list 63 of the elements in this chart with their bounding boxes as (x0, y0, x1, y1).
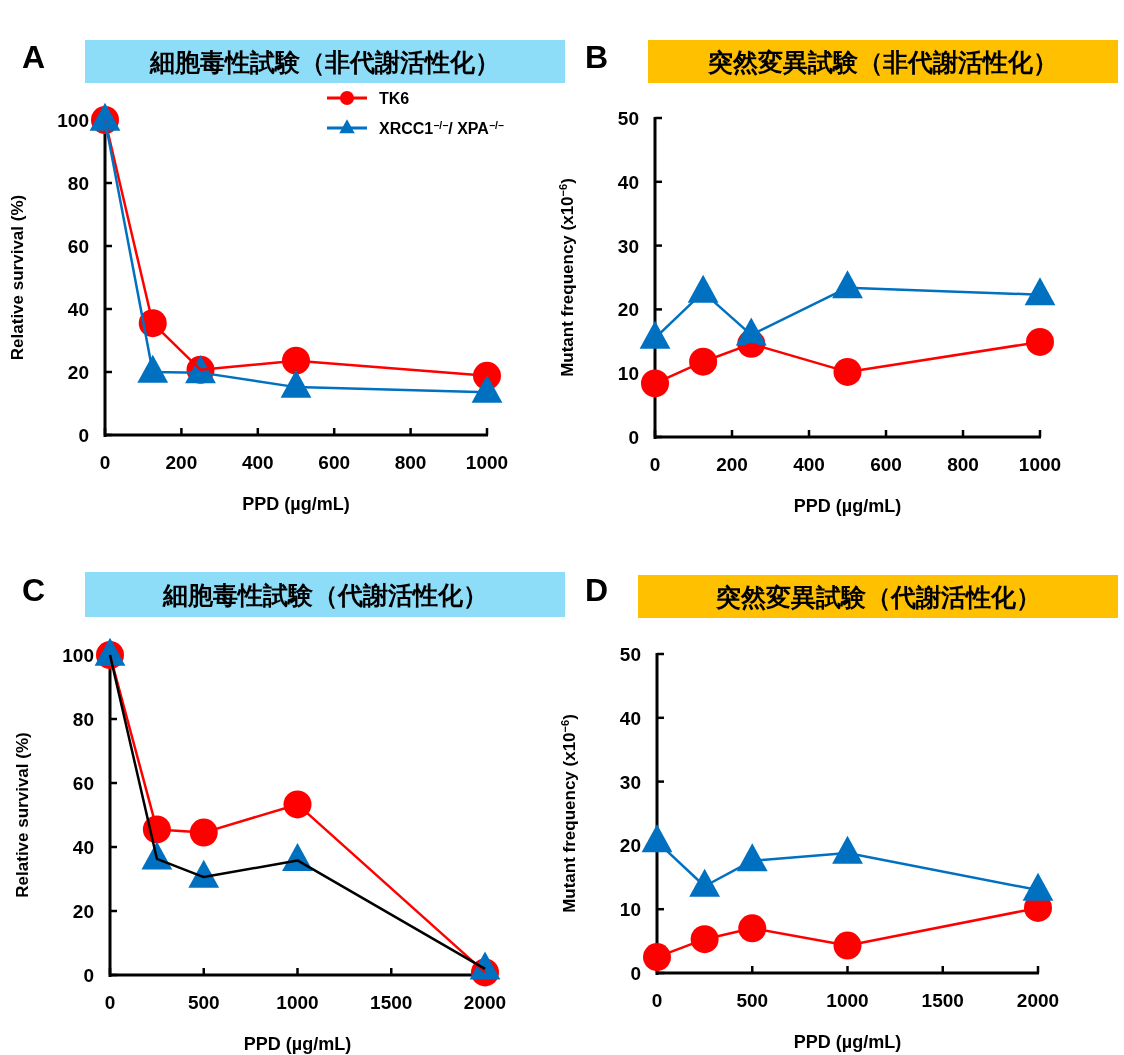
y-tick-label: 30 (619, 771, 641, 793)
y-tick-label: 40 (67, 299, 89, 320)
point (469, 951, 501, 980)
x-tick-label: 1500 (921, 990, 964, 1011)
x-tick-label: 0 (99, 452, 111, 473)
x-axis-title: PPD (µg/mL) (243, 1034, 352, 1054)
y-tick-label: 60 (72, 773, 94, 794)
y-tick-label: 20 (619, 835, 641, 857)
text: A (22, 39, 46, 75)
x-tick-label: 400 (241, 452, 274, 473)
chart-title: 細胞毒性試験（非代謝活性化） (149, 47, 500, 76)
x-tick-label: 600 (870, 454, 902, 475)
y-tick-label: 50 (617, 108, 639, 129)
chart-title: 細胞毒性試験（代謝活性化） (161, 580, 488, 609)
x-tick-label: 1000 (465, 452, 509, 473)
y-tick-label: 20 (67, 362, 89, 383)
y-tick-label: 30 (617, 235, 639, 257)
x-tick-label: 800 (394, 452, 427, 473)
y-tick-label: 80 (67, 173, 89, 194)
y-tick-label: 0 (630, 963, 641, 984)
x-tick-label: 0 (651, 990, 663, 1011)
y-axis-title: Relative survival (%) (8, 194, 27, 361)
y-tick-label: 50 (619, 644, 641, 665)
x-tick-label: 1000 (1018, 454, 1062, 475)
y-tick-label: 100 (62, 645, 94, 666)
y-tick-label: 10 (617, 363, 639, 385)
y-tick-label: 40 (619, 707, 641, 729)
y-tick-label: 40 (72, 837, 94, 858)
text: C (22, 572, 46, 608)
y-tick-label: 20 (617, 299, 639, 321)
text: D (585, 572, 609, 608)
x-tick-label: 600 (318, 452, 351, 473)
x-tick-label: 500 (736, 990, 769, 1011)
chart-title: 突然変異試験（代謝活性化） (714, 582, 1041, 611)
x-tick-label: 2000 (463, 992, 507, 1013)
x-tick-label: 1500 (370, 992, 413, 1013)
x-tick-label: 0 (649, 454, 661, 475)
x-tick-label: 500 (187, 992, 220, 1013)
chart-title: 突然変異試験（非代謝活性化） (707, 47, 1058, 76)
x-tick-label: 200 (716, 454, 748, 475)
y-tick-label: 80 (72, 709, 94, 730)
x-tick-label: 0 (104, 992, 116, 1013)
y-tick-label: 10 (619, 899, 641, 921)
x-axis-title: PPD (µg/mL) (793, 1032, 902, 1052)
y-axis-title: Relative survival (%) (13, 732, 32, 898)
x-tick-label: 800 (947, 454, 979, 475)
x-tick-label: 1000 (276, 992, 319, 1013)
x-axis-title: PPD (µg/mL) (793, 496, 902, 516)
x-axis-title: PPD (µg/mL) (242, 494, 350, 514)
legend-label: TK6 (379, 90, 410, 107)
y-tick-label: 100 (57, 110, 89, 131)
x-tick-label: 1000 (826, 990, 869, 1011)
y-tick-label: 0 (78, 425, 89, 446)
x-tick-label: 400 (793, 454, 825, 475)
y-tick-label: 0 (628, 427, 639, 448)
y-tick-label: 60 (67, 236, 89, 257)
text: B (585, 39, 609, 75)
y-tick-label: 0 (83, 965, 94, 986)
legend-label: XRCC1$^{−/−}$/ XPA$^{−/−}$ (379, 119, 504, 137)
x-tick-label: 200 (165, 452, 198, 473)
y-tick-label: 40 (617, 171, 639, 193)
y-tick-label: 20 (72, 901, 94, 922)
x-tick-label: 2000 (1016, 990, 1060, 1011)
